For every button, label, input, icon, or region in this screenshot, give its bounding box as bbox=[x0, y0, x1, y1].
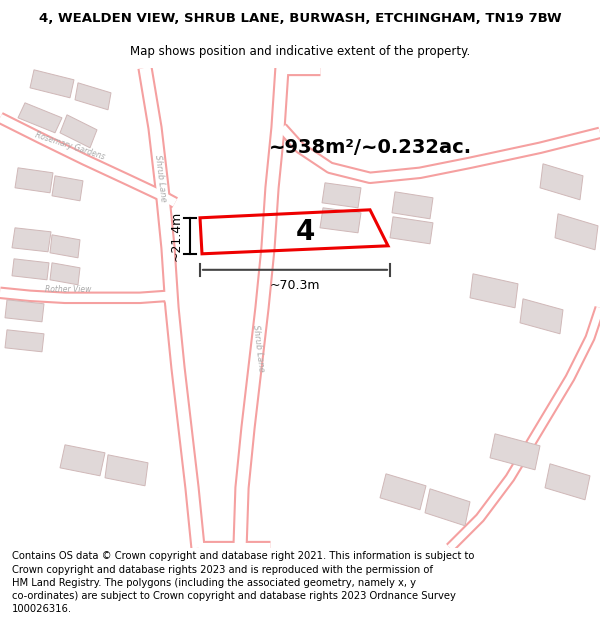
Text: ~21.4m: ~21.4m bbox=[170, 211, 182, 261]
Polygon shape bbox=[60, 445, 105, 476]
Text: ~938m²/~0.232ac.: ~938m²/~0.232ac. bbox=[268, 138, 472, 158]
Text: 4: 4 bbox=[295, 217, 314, 246]
Polygon shape bbox=[12, 228, 51, 252]
Polygon shape bbox=[18, 102, 62, 132]
Polygon shape bbox=[425, 489, 470, 526]
Polygon shape bbox=[60, 115, 97, 148]
Polygon shape bbox=[390, 217, 433, 244]
Polygon shape bbox=[540, 164, 583, 200]
Text: Rosemary Gardens: Rosemary Gardens bbox=[34, 130, 106, 161]
Polygon shape bbox=[50, 235, 80, 258]
Text: Shrub Lane: Shrub Lane bbox=[251, 324, 265, 372]
Polygon shape bbox=[75, 82, 111, 110]
Polygon shape bbox=[470, 274, 518, 308]
Polygon shape bbox=[12, 259, 49, 280]
Polygon shape bbox=[490, 434, 540, 470]
Polygon shape bbox=[30, 70, 74, 98]
Polygon shape bbox=[50, 262, 80, 285]
Text: 4, WEALDEN VIEW, SHRUB LANE, BURWASH, ETCHINGHAM, TN19 7BW: 4, WEALDEN VIEW, SHRUB LANE, BURWASH, ET… bbox=[38, 12, 562, 25]
Polygon shape bbox=[5, 300, 44, 322]
Polygon shape bbox=[380, 474, 426, 510]
Polygon shape bbox=[555, 214, 598, 250]
Polygon shape bbox=[320, 208, 361, 232]
Polygon shape bbox=[52, 176, 83, 201]
Polygon shape bbox=[392, 192, 433, 219]
Text: Shrub Lane: Shrub Lane bbox=[152, 154, 167, 202]
Polygon shape bbox=[5, 330, 44, 352]
Text: ~70.3m: ~70.3m bbox=[270, 279, 320, 292]
Polygon shape bbox=[322, 182, 361, 208]
Polygon shape bbox=[105, 455, 148, 486]
Polygon shape bbox=[545, 464, 590, 500]
Polygon shape bbox=[15, 168, 53, 192]
Text: Contains OS data © Crown copyright and database right 2021. This information is : Contains OS data © Crown copyright and d… bbox=[12, 551, 475, 614]
Text: Map shows position and indicative extent of the property.: Map shows position and indicative extent… bbox=[130, 46, 470, 58]
Polygon shape bbox=[520, 299, 563, 334]
Text: Rother View: Rother View bbox=[45, 285, 91, 294]
